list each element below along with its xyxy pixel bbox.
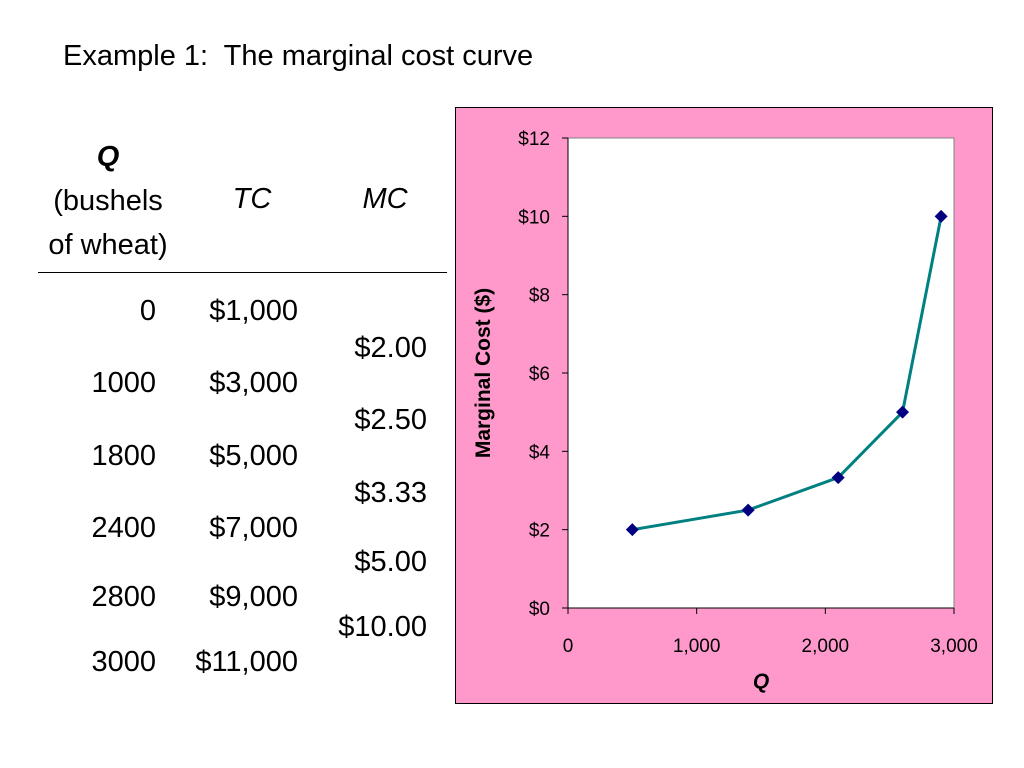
- mc-cell: $5.00: [354, 546, 427, 578]
- y-tick-label: $8: [529, 286, 550, 307]
- mc-cell: $2.00: [354, 332, 427, 364]
- table-header-rule: [38, 272, 447, 273]
- header-q: Q (bushels of wheat): [30, 135, 186, 267]
- q-cell: 1000: [91, 367, 156, 399]
- mc-cell: $2.50: [354, 404, 427, 436]
- q-cell: 1800: [91, 440, 156, 472]
- y-tick-label: $4: [529, 442, 551, 463]
- y-tick-label: $6: [529, 364, 550, 385]
- mc-cell: $10.00: [338, 611, 427, 643]
- q-cell: 2800: [91, 581, 156, 613]
- data-point-marker: [896, 405, 910, 419]
- x-tick-label: 1,000: [673, 636, 721, 657]
- tc-cell: $3,000: [209, 367, 298, 399]
- tc-cell: $11,000: [195, 646, 298, 678]
- q-cell: 0: [139, 295, 156, 327]
- y-tick-label: $0: [529, 599, 550, 620]
- mc-cell: $3.33: [354, 477, 427, 509]
- page-title: Example 1: The marginal cost curve: [63, 40, 534, 72]
- y-tick-label: $2: [529, 521, 550, 542]
- y-tick-label: $12: [518, 129, 550, 150]
- tc-cell: $7,000: [209, 512, 298, 544]
- x-tick-label: 2,000: [802, 636, 850, 657]
- header-q-symbol: Q: [96, 141, 120, 173]
- x-axis-label: Q: [753, 670, 769, 693]
- x-tick-label: 3,000: [930, 636, 978, 657]
- header-tc: TC: [232, 183, 272, 215]
- data-point-marker: [625, 523, 639, 537]
- x-tick-label: 0: [563, 636, 574, 657]
- tc-cell: $5,000: [209, 440, 298, 472]
- q-cell: 2400: [91, 512, 156, 544]
- y-tick-label: $10: [518, 207, 550, 228]
- tc-cell: $9,000: [209, 581, 298, 613]
- header-q-unit-line2: of wheat): [48, 229, 168, 261]
- header-q-unit-line1: (bushels: [53, 185, 163, 217]
- data-point-marker: [741, 503, 755, 517]
- data-point-marker: [831, 471, 845, 485]
- plot-area: [567, 137, 955, 609]
- tc-cell: $1,000: [209, 295, 298, 327]
- q-cell: 3000: [91, 646, 156, 678]
- header-mc: MC: [362, 183, 408, 215]
- data-point-marker: [934, 209, 948, 223]
- y-axis-label: Marginal Cost ($): [472, 288, 495, 458]
